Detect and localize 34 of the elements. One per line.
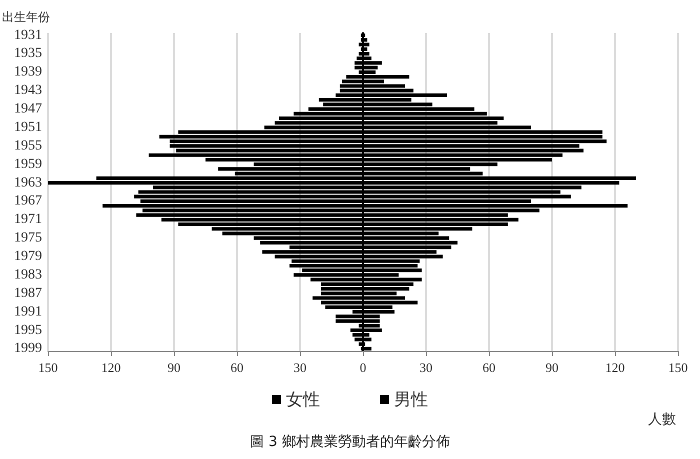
text: 圖 3 鄉村農業勞動者的年齡分佈 — [250, 434, 450, 450]
y-tick-label: 1987 — [14, 286, 42, 301]
y-tick-label: 1995 — [14, 322, 42, 338]
y-tick-label: 1951 — [14, 120, 42, 135]
y-axis-title: 出生年份 — [2, 10, 50, 24]
y-tick-label: 1967 — [14, 194, 42, 209]
legend-label: 女性 — [286, 390, 320, 409]
y-tick-label: 1947 — [14, 102, 42, 117]
y-tick-label: 1983 — [14, 267, 42, 282]
x-tick-label: 150 — [38, 360, 58, 375]
x-tick-label: 150 — [668, 360, 688, 375]
x-tick-label: 120 — [101, 360, 121, 375]
y-tick-label: 1979 — [14, 249, 42, 264]
y-tick-label: 1955 — [14, 138, 42, 154]
x-tick-label: 120 — [605, 360, 625, 375]
y-tick-label: 1959 — [14, 156, 42, 172]
x-tick-label: 60 — [482, 360, 496, 375]
y-tick-label: 1971 — [14, 212, 42, 228]
x-tick-label: 90 — [168, 360, 180, 375]
y-tick-label: 1999 — [14, 341, 42, 356]
y-tick-label: 1991 — [14, 304, 42, 320]
x-tick-label: 30 — [420, 360, 432, 375]
y-tick-label: 1935 — [14, 46, 42, 62]
x-tick-label: 60 — [230, 360, 244, 375]
y-tick-label: 1931 — [14, 28, 42, 43]
legend-label: 男性 — [394, 390, 428, 409]
y-tick-label: 1939 — [14, 64, 42, 80]
x-axis-title: 人數 — [648, 412, 676, 428]
x-tick-label: 30 — [294, 360, 306, 375]
y-tick-label: 1963 — [14, 175, 42, 190]
y-tick-label: 1975 — [14, 230, 42, 246]
x-tick-label: 90 — [546, 360, 558, 375]
x-tick-label: 0 — [360, 360, 366, 375]
y-tick-label: 1943 — [14, 83, 42, 98]
